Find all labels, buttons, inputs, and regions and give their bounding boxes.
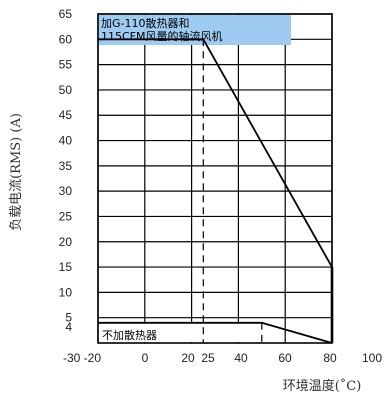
y-tick-labels: 45 10 15 20 25 30 35 40 45 50 55 60 65 — [59, 7, 73, 334]
plot-frame-rect — [97, 13, 333, 344]
x-tick-label: 40 — [234, 351, 248, 365]
y-tick-label: 65 — [59, 7, 73, 21]
x-tick-label: 60 — [278, 351, 292, 365]
y-tick-label: 50 — [59, 83, 73, 97]
series-line-2 — [98, 321, 333, 344]
no-heatsink-annotation-text: 不加散热器 — [102, 328, 157, 342]
x-tick-label: 20 — [181, 351, 195, 365]
y-tick-label: 20 — [59, 235, 73, 249]
x-tick-label: 25 — [201, 351, 215, 365]
heatsink-annotation-text: 115CFM风量的轴流风机 — [101, 29, 223, 43]
heatsink-annotation-text: 加G-110散热器和 — [101, 16, 190, 30]
x-axis-title: 环境温度(˚C) — [283, 378, 362, 394]
x-tick-label: -30 -20 — [63, 351, 101, 365]
y-tick-label: 25 — [59, 209, 73, 223]
y-tick-label: 55 — [59, 58, 73, 72]
y-tick-label: 60 — [59, 32, 73, 46]
y-tick-label: 35 — [59, 159, 73, 173]
y-tick-label: 40 — [59, 134, 73, 148]
plot-frame — [97, 13, 333, 344]
x-tick-labels: -30 -20 0 20 25 40 60 80 100 — [63, 351, 382, 365]
x-tick-label: 100 — [362, 351, 382, 365]
x-tick-label: 0 — [142, 351, 149, 365]
no-heatsink-annotation-box — [99, 323, 261, 342]
y-tick-label: 15 — [59, 260, 73, 274]
series-layer — [98, 38, 334, 344]
series-line-1 — [98, 38, 333, 323]
x-tick-label: 80 — [323, 351, 337, 365]
y-tick-label: 5 — [65, 311, 72, 325]
grid-layer — [97, 13, 333, 343]
y-tick-label: 10 — [59, 285, 73, 299]
y-tick-label: 45 — [59, 108, 73, 122]
annotation-background-layer — [99, 15, 291, 342]
y-tick-label: 4 — [65, 320, 72, 334]
y-tick-label: 30 — [59, 184, 73, 198]
y-axis-title: 负载电流(RMS) (A) — [9, 113, 24, 231]
reference-line-layer — [202, 39, 263, 343]
